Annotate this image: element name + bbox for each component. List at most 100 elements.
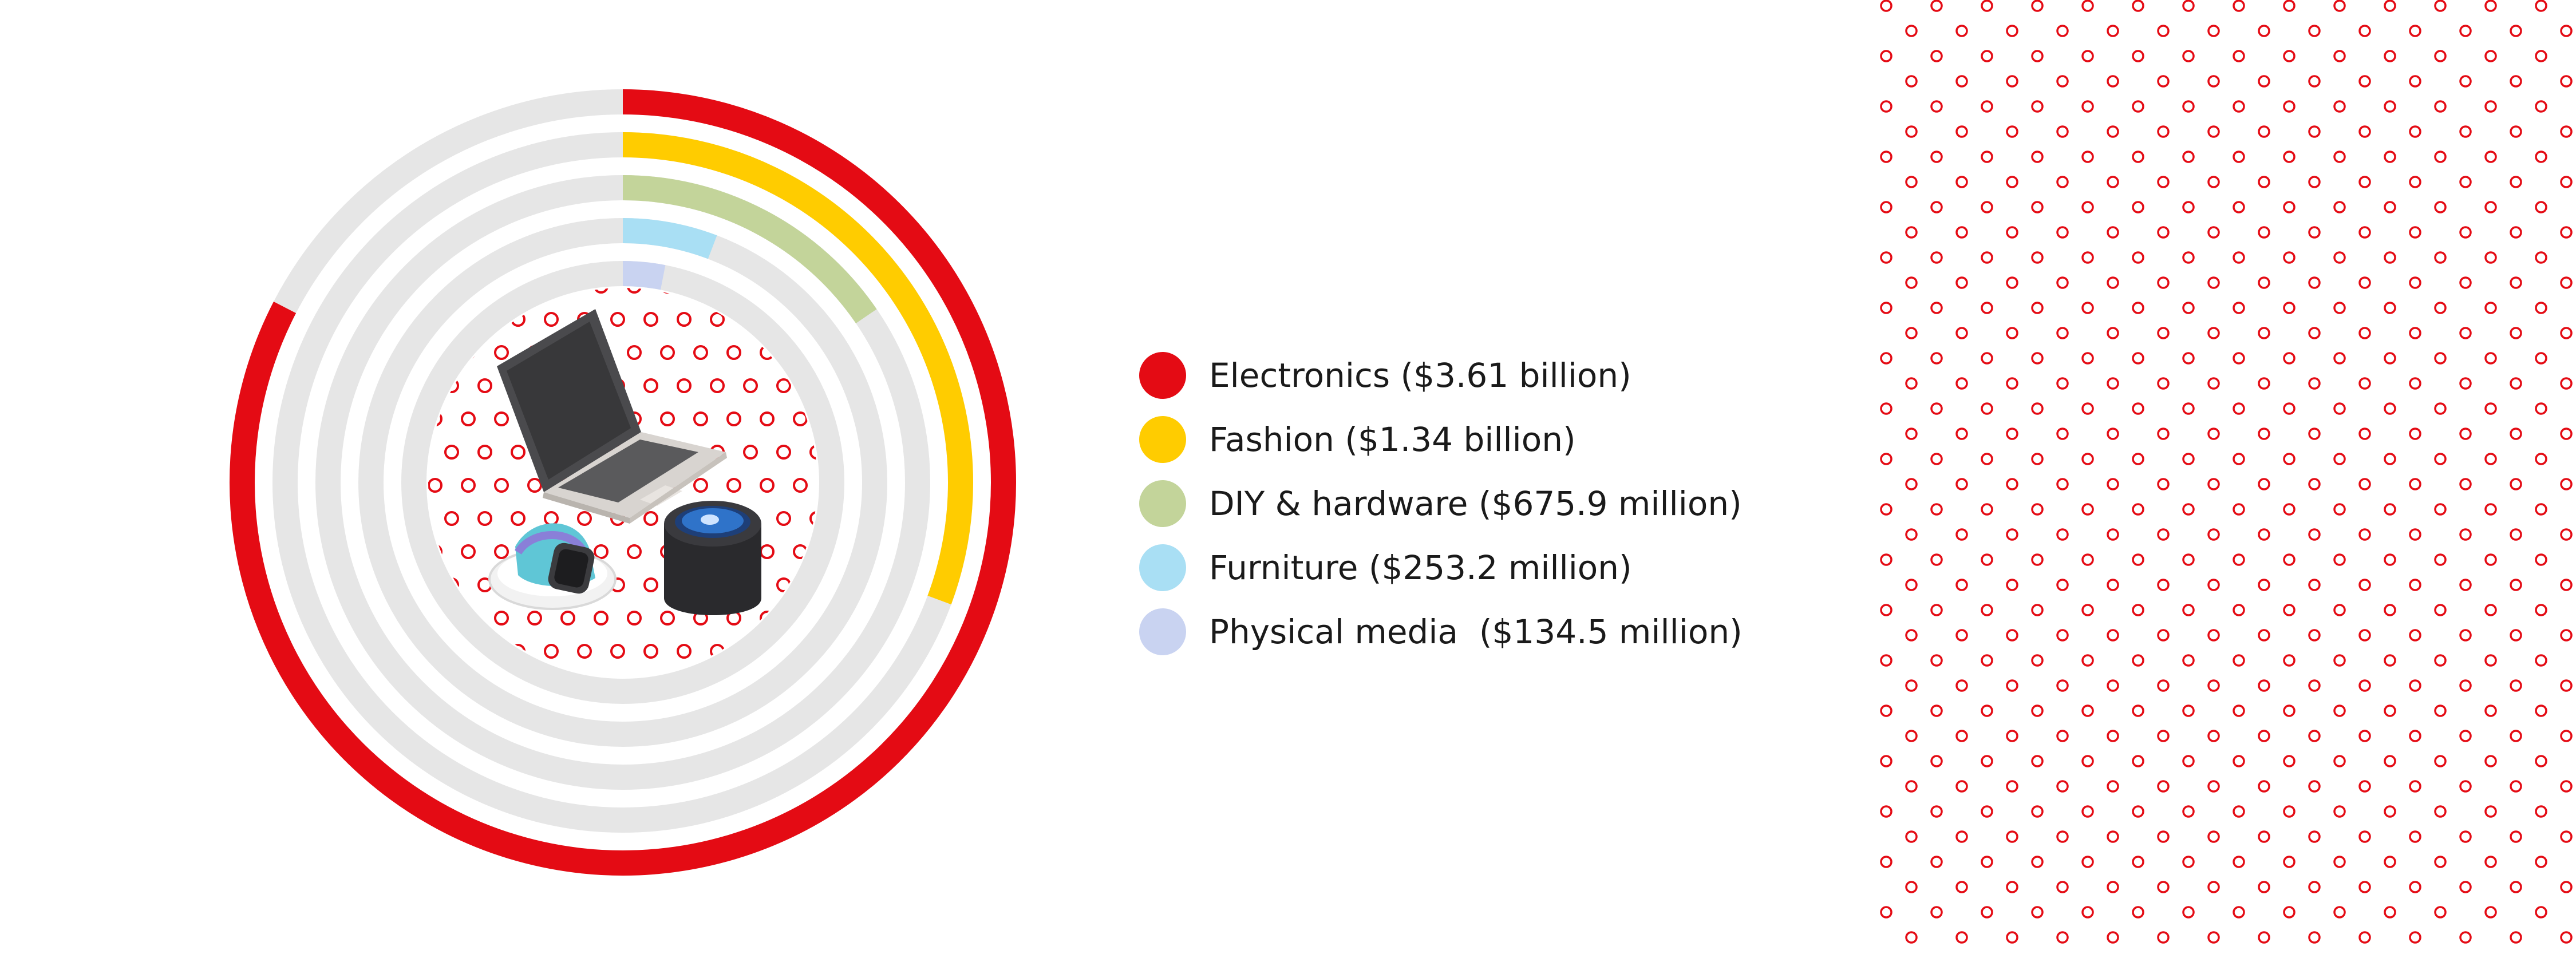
pattern-dot (2233, 553, 2245, 566)
center-dot (627, 288, 642, 294)
pattern-dot (1880, 50, 1893, 62)
center-dot (511, 445, 526, 460)
pattern-dot (1880, 100, 1893, 113)
pattern-dot (2384, 503, 2396, 516)
pattern-dot (2459, 830, 2472, 843)
pattern-dot (2510, 75, 2522, 88)
pattern-dot (2434, 805, 2447, 818)
pattern-dot (2560, 427, 2573, 440)
pattern-dot (1930, 856, 1943, 868)
pattern-dot (2535, 201, 2547, 213)
pattern-dot (2560, 25, 2573, 37)
pattern-dot (2484, 151, 2497, 163)
pattern-dot (2510, 931, 2522, 944)
pattern-dot (2056, 377, 2069, 390)
pattern-dot (2258, 528, 2270, 541)
pattern-dot (2258, 75, 2270, 88)
pattern-dot (2233, 251, 2245, 264)
pattern-dot (2006, 629, 2018, 642)
pattern-dot (2107, 679, 2119, 692)
center-dot (793, 411, 808, 426)
pattern-dot (1880, 906, 1893, 919)
pattern-dot (2459, 75, 2472, 88)
pattern-dot (2484, 251, 2497, 264)
center-dot (477, 511, 492, 526)
pattern-dot (2182, 453, 2195, 465)
pattern-dot (2333, 654, 2346, 667)
pattern-dot (2031, 553, 2044, 566)
pattern-dot (1905, 881, 1918, 893)
pattern-dot (2283, 553, 2296, 566)
pattern-dot (2535, 151, 2547, 163)
pattern-dot (2132, 553, 2144, 566)
legend-item: Fashion ($1.34 billion) (1139, 407, 1826, 472)
pattern-dot (2409, 478, 2421, 490)
center-dot (511, 511, 526, 526)
pattern-dot (2283, 856, 2296, 868)
chart-legend: Electronics ($3.61 billion) Fashion ($1.3… (1139, 343, 1826, 664)
pattern-dot (2081, 453, 2094, 465)
pattern-dot (2207, 176, 2220, 188)
pattern-dot (2535, 805, 2547, 818)
pattern-dot (2157, 226, 2170, 239)
pattern-dot (2434, 50, 2447, 62)
pattern-dot (2182, 755, 2195, 767)
pattern-dot (2006, 528, 2018, 541)
pattern-dot (1930, 0, 1943, 12)
pattern-dot (2560, 528, 2573, 541)
pattern-dot (2484, 453, 2497, 465)
pattern-dot (2283, 805, 2296, 818)
pattern-dot (2283, 704, 2296, 717)
center-dot (494, 345, 509, 360)
pattern-dot (2031, 100, 2044, 113)
pattern-dot (2081, 704, 2094, 717)
pattern-dot (2358, 528, 2371, 541)
pattern-dot (2157, 881, 2170, 893)
pattern-dot (2358, 75, 2371, 88)
pattern-dot (2132, 503, 2144, 516)
pattern-dot (2182, 302, 2195, 314)
pattern-dot (1955, 730, 1968, 742)
pattern-dot (2081, 100, 2094, 113)
center-dot (577, 644, 592, 659)
pattern-dot (2031, 0, 2044, 12)
pattern-dot (1930, 453, 1943, 465)
pattern-dot (1955, 75, 1968, 88)
pattern-dot (2535, 251, 2547, 264)
pattern-dot (2308, 528, 2321, 541)
pattern-dot (2031, 402, 2044, 415)
pattern-dot (2258, 780, 2270, 793)
pattern-dot (2157, 730, 2170, 742)
pattern-dot (1880, 0, 1893, 12)
pattern-dot (2384, 352, 2396, 365)
center-dot (544, 644, 559, 659)
ring-arc-2 (622, 175, 877, 324)
pattern-dot (2510, 276, 2522, 289)
pattern-dot (2358, 125, 2371, 138)
pattern-dot (2434, 755, 2447, 767)
pattern-dot (2258, 629, 2270, 642)
pattern-dot (2207, 377, 2220, 390)
legend-swatch (1139, 608, 1186, 655)
pattern-dot (2535, 856, 2547, 868)
center-dot (760, 478, 775, 493)
pattern-dot (1905, 377, 1918, 390)
pattern-dot (2258, 226, 2270, 239)
pattern-dot (2484, 704, 2497, 717)
pattern-dot (1955, 427, 1968, 440)
pattern-dot (2107, 226, 2119, 239)
pattern-dot (2484, 604, 2497, 616)
legend-label: Fashion ($1.34 billion) (1209, 420, 1576, 459)
pattern-dot (2333, 151, 2346, 163)
pattern-dot (1955, 125, 1968, 138)
pattern-dot (2358, 629, 2371, 642)
pattern-dot (2081, 201, 2094, 213)
pattern-dot (2233, 402, 2245, 415)
pattern-dot (2384, 251, 2396, 264)
pattern-dot (2459, 528, 2472, 541)
pattern-dot (2258, 176, 2270, 188)
pattern-dot (2081, 402, 2094, 415)
pattern-dot (1981, 352, 1993, 365)
pattern-dot (2434, 906, 2447, 919)
center-dot (594, 288, 609, 294)
